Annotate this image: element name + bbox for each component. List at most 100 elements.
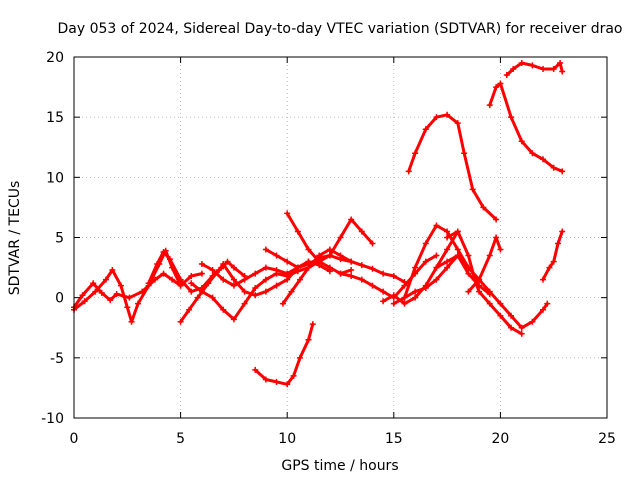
data-point [296, 354, 303, 361]
data-point [284, 381, 291, 388]
data-point [241, 300, 248, 307]
data-point [412, 150, 419, 157]
data-point [348, 258, 355, 265]
data-point [262, 264, 269, 271]
data-point [508, 312, 515, 319]
data-point [98, 289, 105, 296]
data-point [102, 276, 109, 283]
data-point [177, 318, 184, 325]
x-tick-label: 10 [278, 431, 296, 447]
data-point [540, 306, 547, 313]
series-track-2 [72, 272, 204, 309]
x-tick-label: 20 [491, 431, 509, 447]
data-point [529, 150, 536, 157]
data-point [433, 264, 440, 271]
data-point [461, 150, 468, 157]
data-point [126, 294, 133, 301]
data-point [444, 111, 451, 118]
data-point [529, 62, 536, 69]
data-point [546, 264, 553, 271]
data-point [476, 288, 483, 295]
data-point [486, 300, 493, 307]
data-point [241, 276, 248, 283]
data-point [486, 288, 493, 295]
data-point [177, 276, 184, 283]
data-point [252, 285, 259, 292]
data-point [139, 288, 146, 295]
data-point [401, 294, 408, 301]
data-point [252, 292, 259, 299]
data-point [117, 282, 124, 289]
series-layer [71, 60, 566, 388]
data-point [476, 276, 483, 283]
data-point [262, 246, 269, 253]
data-point [469, 186, 476, 193]
data-point [358, 276, 365, 283]
series-track-11 [339, 254, 438, 300]
data-point [79, 292, 86, 299]
data-point [230, 316, 237, 323]
data-point [262, 276, 269, 283]
data-point [252, 366, 259, 373]
data-point [279, 300, 286, 307]
data-point [220, 276, 227, 283]
data-point [493, 234, 500, 241]
data-point [422, 240, 429, 247]
data-point [90, 280, 97, 287]
data-point [348, 216, 355, 223]
series-track-15 [407, 113, 498, 221]
data-point [166, 256, 173, 263]
data-point [465, 252, 472, 259]
data-point [454, 228, 461, 235]
y-axis-label: SDTVAR / TECUs [7, 181, 23, 296]
data-point [305, 336, 312, 343]
data-point [107, 297, 114, 304]
data-point [444, 264, 451, 271]
data-point [493, 84, 500, 91]
data-point [169, 276, 176, 283]
x-tick-label: 25 [598, 431, 616, 447]
data-point [497, 80, 504, 87]
data-point [348, 266, 355, 273]
data-point [433, 252, 440, 259]
y-tick-label: -10 [41, 411, 64, 427]
data-point [508, 114, 515, 121]
data-point [152, 276, 159, 283]
data-point [326, 268, 333, 275]
data-point [92, 288, 99, 295]
data-point [145, 280, 152, 287]
tick-layer: 0 5 10 15 20 25 -10 -5 0 5 10 15 20 [41, 50, 616, 447]
data-point [554, 240, 561, 247]
data-point [186, 306, 193, 313]
data-point [465, 264, 472, 271]
data-point [230, 282, 237, 289]
data-point [124, 304, 131, 311]
data-point [493, 216, 500, 223]
data-point [497, 246, 504, 253]
data-point [559, 228, 566, 235]
data-point [465, 270, 472, 277]
data-point [540, 66, 547, 73]
y-tick-label: 5 [55, 231, 64, 247]
data-point [405, 168, 412, 175]
data-point [337, 270, 344, 277]
data-point [508, 324, 515, 331]
x-tick-label: 15 [385, 431, 403, 447]
data-point [559, 68, 566, 75]
data-point [160, 270, 167, 277]
data-point [540, 276, 547, 283]
data-point [518, 330, 525, 337]
data-point [230, 276, 237, 283]
data-point [198, 260, 205, 267]
data-point [444, 234, 451, 241]
data-point [188, 280, 195, 287]
data-point [380, 288, 387, 295]
data-point [529, 318, 536, 325]
data-point [550, 258, 557, 265]
data-point [390, 273, 397, 280]
data-point [337, 256, 344, 263]
data-point [550, 164, 557, 171]
data-point [209, 266, 216, 273]
data-point [422, 258, 429, 265]
data-point [273, 378, 280, 385]
